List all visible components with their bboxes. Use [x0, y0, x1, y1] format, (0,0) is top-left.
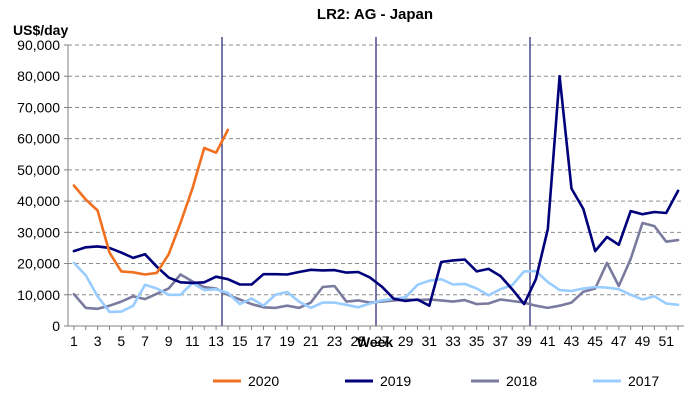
- y-tick-label: 20,000: [17, 256, 60, 272]
- x-tick-label: 49: [635, 333, 651, 349]
- axes: [64, 44, 684, 330]
- y-tick-labels: 0 10,000 20,000 30,000 40,000 50,000 60,000 70,…: [17, 37, 60, 334]
- y-tick-label: 70,000: [17, 99, 60, 115]
- x-tick-label: 33: [445, 333, 461, 349]
- legend-label-2018: 2018: [506, 373, 537, 389]
- x-tick-label: 19: [279, 333, 295, 349]
- legend: 2020 2019 2018 2017: [213, 373, 659, 389]
- series-line-2017: [72, 261, 680, 314]
- x-tick-label: 47: [611, 333, 627, 349]
- x-tick-label: 21: [303, 333, 319, 349]
- x-tick-label: 23: [327, 333, 343, 349]
- y-tick-label: 50,000: [17, 162, 60, 178]
- x-tick-label: 35: [469, 333, 485, 349]
- y-tick-label: 80,000: [17, 68, 60, 84]
- chart-title: LR2: AG - Japan: [317, 6, 433, 23]
- series-line-2019: [72, 74, 680, 308]
- x-tick-label: 15: [232, 333, 248, 349]
- y-tick-label: 0: [52, 318, 60, 334]
- x-tick-label: 1: [70, 333, 78, 349]
- y-tick-label: 40,000: [17, 193, 60, 209]
- y-tick-label: 60,000: [17, 131, 60, 147]
- x-tick-labels: 1 3 5 7 9 11 13 15 17 19 21 23 25 27 29 31 33 35 37 39 41 43 4…: [70, 333, 674, 349]
- x-tick-label: 11: [185, 333, 200, 349]
- y-axis-label: US$/day: [13, 22, 68, 38]
- x-tick-label: 5: [117, 333, 125, 349]
- x-tick-label: 17: [256, 333, 272, 349]
- x-tick-label: 43: [564, 333, 580, 349]
- y-tick-label: 30,000: [17, 224, 60, 240]
- x-tick-label: 39: [516, 333, 532, 349]
- x-tick-label: 3: [94, 333, 102, 349]
- legend-label-2019: 2019: [380, 373, 411, 389]
- x-axis-label: Week: [357, 334, 394, 350]
- y-tick-label: 90,000: [17, 37, 60, 53]
- series-lines: [72, 74, 680, 314]
- x-tick-label: 37: [493, 333, 509, 349]
- y-tick-label: 10,000: [17, 287, 60, 303]
- x-tick-label: 31: [422, 333, 438, 349]
- legend-label-2020: 2020: [248, 373, 279, 389]
- legend-label-2017: 2017: [628, 373, 659, 389]
- x-tick-label: 9: [165, 333, 173, 349]
- x-tick-label: 13: [208, 333, 224, 349]
- x-tick-label: 29: [398, 333, 414, 349]
- x-tick-label: 45: [587, 333, 603, 349]
- series-line-2020: [72, 128, 230, 276]
- x-tick-label: 7: [141, 333, 149, 349]
- x-tick-label: 25: [350, 333, 366, 349]
- x-tick-label: 41: [540, 333, 556, 349]
- x-tick-label: 27: [374, 333, 390, 349]
- x-tick-label: 51: [658, 333, 674, 349]
